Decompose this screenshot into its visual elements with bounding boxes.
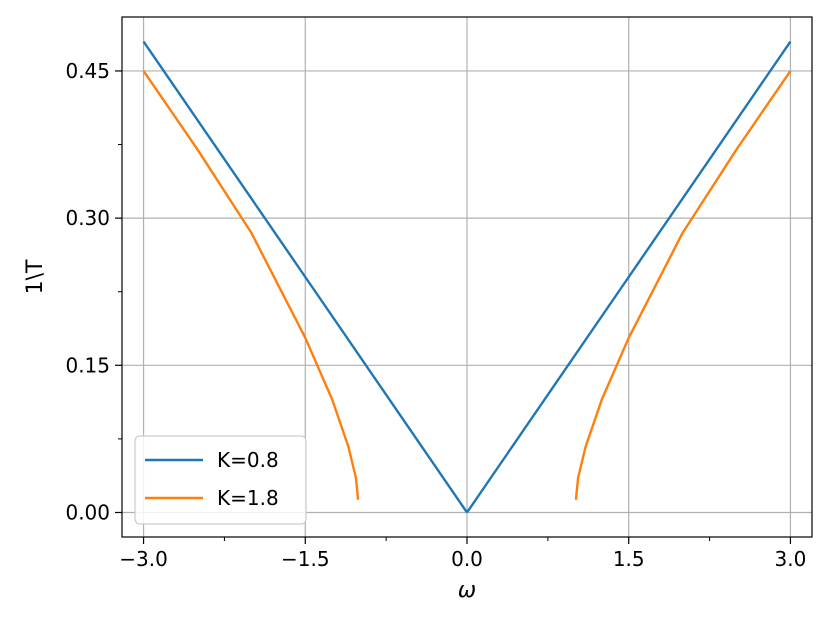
series-line-1 [466,40,792,514]
series-lines [142,40,792,514]
series-line-2 [574,70,792,500]
legend-label: K=0.8 [217,448,279,472]
y-tick-label: 0.30 [65,206,110,230]
series-line-1 [142,40,468,514]
x-axis-label: ω [458,578,476,603]
axis-ticks: −3.0 −1.5 0.0 1.5 3.0 0.00 0.15 0.30 0.45 [65,59,806,571]
x-tick-label: 3.0 [775,547,807,571]
y-tick-label: 0.00 [65,500,110,524]
series-line-2 [142,70,360,500]
y-tick-label: 0.45 [65,59,110,83]
y-axis-label: 1\T [23,259,48,294]
legend-box [134,435,307,525]
legend-label: K=1.8 [217,486,279,510]
x-tick-label: −3.0 [119,547,168,571]
x-tick-label: 1.5 [613,547,645,571]
legend: K=0.8 K=1.8 [134,435,307,525]
y-tick-label: 0.15 [65,353,110,377]
x-tick-label: 0.0 [451,547,483,571]
x-tick-label: −1.5 [281,547,330,571]
